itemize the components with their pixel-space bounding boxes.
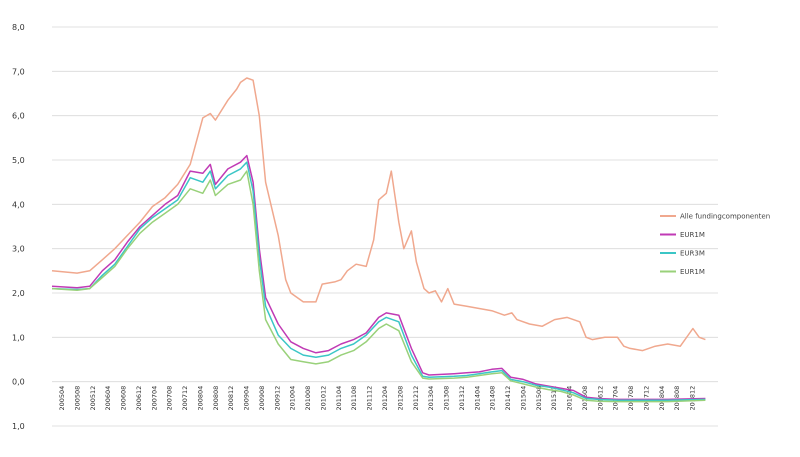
x-tick-label: 201704 [612,386,620,411]
series-lines [51,77,706,403]
series-line-4 [51,170,706,403]
x-tick-label: 200808 [212,386,220,411]
x-tick-label: 201508 [535,386,543,411]
x-tick-label: 201012 [319,386,327,411]
x-tick-label: 201504 [519,386,527,411]
grid-lines [52,26,718,427]
x-tick-label: 201112 [366,386,374,411]
x-tick-label: 201004 [289,386,297,411]
x-tick-label: 201404 [473,386,481,411]
x-tick-label: 201104 [335,386,343,411]
series-line-3 [51,161,706,402]
x-tick-label: 201208 [396,386,404,411]
x-tick-label: 200904 [243,386,251,411]
x-tick-label: 200512 [89,386,97,411]
y-tick-label: 8,0 [12,23,25,32]
y-tick-label: 5,0 [12,156,25,165]
x-tick-label: 201308 [443,386,451,411]
x-tick-label: 201408 [489,386,497,411]
y-tick-label: 2,0 [12,289,25,298]
legend-label: EUR1M [680,268,705,276]
x-tick-label: 200804 [196,386,204,411]
x-tick-label: 201604 [566,386,574,411]
y-tick-label: 3,0 [12,245,25,254]
x-tick-label: 201712 [642,386,650,411]
x-tick-label: 200704 [150,386,158,411]
x-tick-label: 201212 [412,386,420,411]
legend: Alle fundingcomponenten EUR1M EUR3M EUR1M [660,213,770,276]
x-tick-label: 200612 [135,386,143,411]
y-tick-label: 1,0 [12,422,25,431]
y-tick-label: 0,0 [12,378,25,387]
x-tick-label: 200708 [166,386,174,411]
x-tick-label: 201312 [458,386,466,411]
y-tick-label: 6,0 [12,112,25,121]
x-tick-label: 201708 [627,386,635,411]
x-tick-label: 201412 [504,386,512,411]
x-tick-label: 200608 [120,386,128,411]
x-tick-label: 200908 [258,386,266,411]
x-tick-label: 201108 [350,386,358,411]
y-tick-label: 7,0 [12,67,25,76]
x-tick-label: 200812 [227,386,235,411]
legend-label: EUR3M [680,250,705,258]
y-tick-label: 4,0 [12,200,25,209]
x-tick-label: 201512 [550,386,558,411]
x-tick-label: 201008 [304,386,312,411]
x-tick-label: 200504 [58,386,66,411]
series-line-2 [51,154,706,401]
x-tick-label: 201804 [658,386,666,411]
x-tick-label: 200604 [104,386,112,411]
x-tick-label: 200508 [73,386,81,411]
x-tick-label: 201808 [673,386,681,411]
x-tick-label: 201204 [381,386,389,411]
x-tick-label: 201304 [427,386,435,411]
series-line-1 [51,77,706,352]
y-tick-label: 1,0 [12,333,25,342]
y-axis-ticks: 8,0 7,0 6,0 5,0 4,0 3,0 2,0 1,0 0,0 1,0 [12,23,25,431]
x-tick-label: 200912 [273,386,281,411]
legend-label: Alle fundingcomponenten [680,213,770,221]
x-tick-label: 200712 [181,386,189,411]
legend-label: EUR1M [680,231,705,239]
